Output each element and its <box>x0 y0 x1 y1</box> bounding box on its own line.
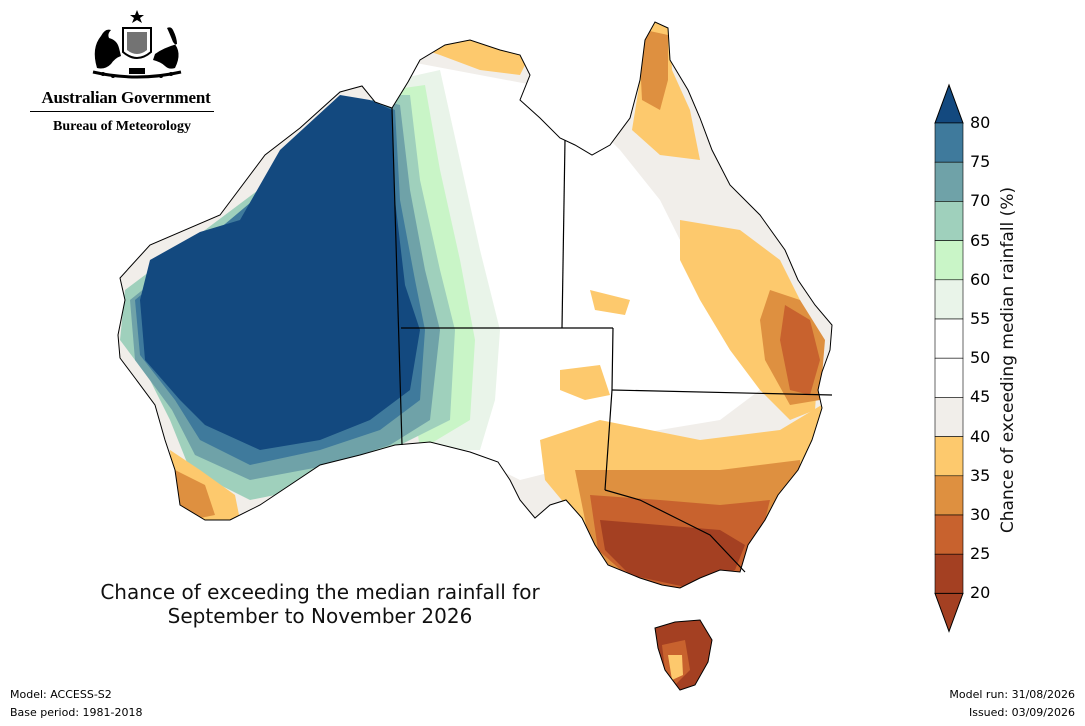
legend-swatch <box>934 475 964 516</box>
legend-swatch <box>934 514 964 555</box>
legend-tick-label: 50 <box>970 348 991 368</box>
model-run-date: Model run: 31/08/2026 <box>949 688 1075 701</box>
legend-title-text: Chance of exceeding median rainfall (%) <box>998 186 1018 534</box>
legend-swatch <box>934 318 964 359</box>
coat-of-arms-icon <box>92 10 182 79</box>
legend-tick-label: 65 <box>970 230 991 250</box>
government-name: Australian Government <box>41 88 211 107</box>
legend-swatch-below <box>934 592 964 633</box>
legend-swatch <box>934 279 964 320</box>
legend-swatch-above <box>934 83 964 124</box>
legend-swatch <box>934 240 964 281</box>
divider <box>30 111 214 112</box>
government-logo: Australian Government Bureau of Meteorol… <box>22 8 222 143</box>
map-title-line-2: September to November 2026 <box>167 604 473 628</box>
base-period: Base period: 1981-2018 <box>10 706 143 719</box>
map-title-line-1: Chance of exceeding the median rainfall … <box>100 580 540 604</box>
map-title: Chance of exceeding the median rainfall … <box>60 580 580 628</box>
legend-tick-label: 75 <box>970 152 991 172</box>
legend-swatch <box>934 201 964 241</box>
legend-tick-label: 40 <box>970 426 991 446</box>
legend-tick-label: 55 <box>970 309 991 328</box>
legend-colorbar <box>934 83 964 633</box>
legend-tick-label: 60 <box>970 269 991 289</box>
legend-swatch <box>934 357 964 398</box>
legend-tick-label: 30 <box>970 505 991 524</box>
legend-swatch <box>934 436 964 477</box>
legend-swatch <box>934 553 964 594</box>
agency-name: Bureau of Meteorology <box>53 119 191 134</box>
issued-date: Issued: 03/09/2026 <box>968 706 1075 719</box>
footer-left: Model: ACCESS-S2 Base period: 1981-2018 <box>10 686 142 722</box>
legend-tick-label: 45 <box>970 387 991 407</box>
legend-swatch <box>934 397 964 437</box>
footer-right: Model run: 31/08/2026 Issued: 03/09/2026 <box>949 686 1075 722</box>
legend-tick-label: 35 <box>970 465 991 485</box>
legend-swatch <box>934 122 964 163</box>
model-name: Model: ACCESS-S2 <box>10 688 112 701</box>
legend-tick-label: 20 <box>970 583 991 603</box>
legend-tick-label: 70 <box>970 191 991 211</box>
legend-tick-label: 80 <box>970 113 991 132</box>
legend-tick-label: 25 <box>970 544 991 564</box>
legend-swatch <box>934 161 964 202</box>
